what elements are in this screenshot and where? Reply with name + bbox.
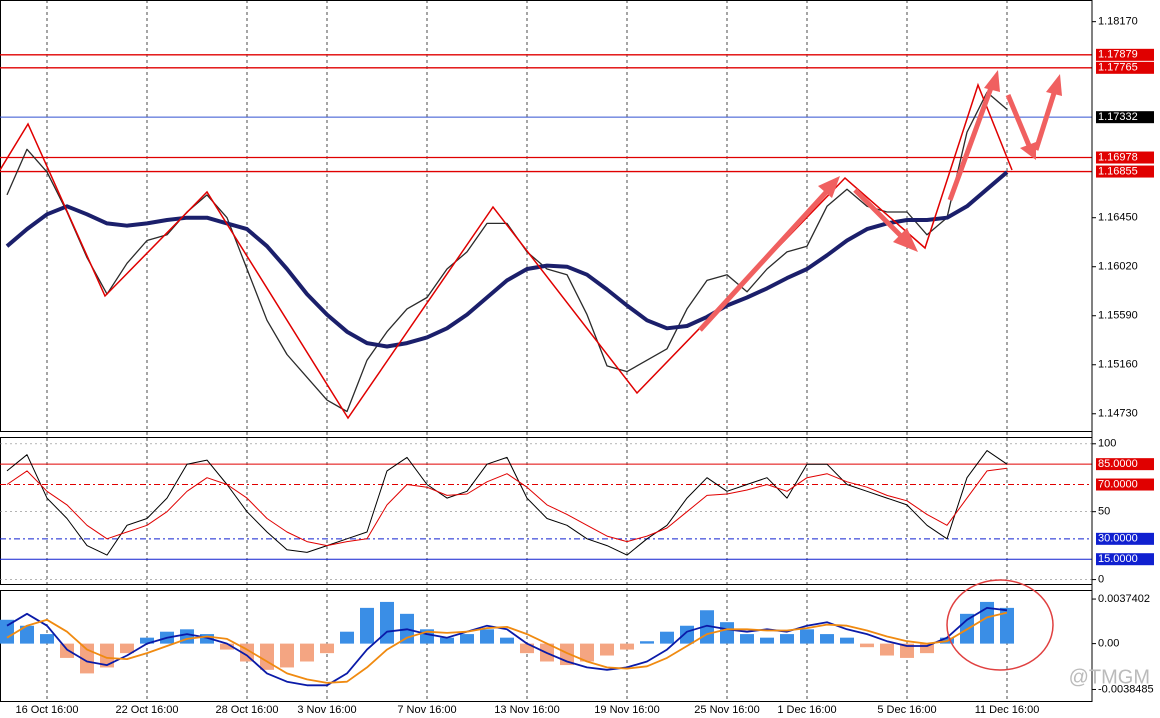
macd-bar — [480, 629, 494, 644]
y-tick-label: -0.0038485 — [1098, 683, 1154, 695]
level-label-box — [1096, 458, 1154, 471]
x-tick-label: 7 Nov 16:00 — [397, 704, 456, 716]
y-tick-label: 1.16450 — [1098, 212, 1138, 224]
macd-bar — [340, 631, 354, 644]
macd-bar — [980, 601, 994, 644]
macd-bar — [380, 601, 394, 644]
level-label: 85.0000 — [1098, 458, 1138, 470]
y-tick-label: 1.15590 — [1098, 310, 1138, 322]
macd-bar — [20, 625, 34, 644]
level-label-box — [1096, 553, 1154, 566]
series-line — [6, 91, 1008, 413]
macd-bar — [320, 643, 334, 654]
macd-bar — [840, 637, 854, 644]
macd-bar — [100, 643, 114, 668]
y-tick-label: 50 — [1098, 506, 1110, 518]
level-label-box — [1096, 111, 1154, 124]
macd-bar — [800, 629, 814, 644]
x-tick-label: 28 Oct 16:00 — [216, 704, 279, 716]
watermark: @TMGM — [1069, 666, 1150, 688]
arrows — [698, 70, 1062, 332]
macd-bar — [680, 625, 694, 644]
y-tick-label: 100 — [1098, 438, 1116, 450]
x-tick-label: 3 Nov 16:00 — [297, 704, 356, 716]
macd-bar — [720, 622, 734, 644]
level-label-box — [1096, 165, 1154, 178]
macd-bar — [880, 643, 894, 656]
x-tick-label: 13 Nov 16:00 — [494, 704, 559, 716]
macd-bar — [40, 634, 54, 644]
x-tick-label: 16 Oct 16:00 — [16, 704, 79, 716]
y-tick-label: 1.15160 — [1098, 359, 1138, 371]
level-label: 30.0000 — [1098, 533, 1138, 545]
macd-bar — [500, 637, 514, 644]
level-label-box — [1096, 61, 1154, 74]
zigzag — [0, 82, 1013, 420]
series-line — [6, 611, 1008, 684]
macd-bar — [120, 643, 134, 654]
y-tick-label: 0 — [1098, 573, 1104, 585]
level-label: 70.0000 — [1098, 478, 1138, 490]
macd-bar — [280, 643, 294, 668]
macd-bar — [140, 637, 154, 644]
macd-bar — [660, 631, 674, 644]
x-tick-label: 22 Oct 16:00 — [116, 704, 179, 716]
macd-bar — [360, 607, 374, 644]
level-label: 15.0000 — [1098, 553, 1138, 565]
level-label-box — [1096, 48, 1154, 61]
level-label: 1.17879 — [1098, 49, 1138, 61]
macd-bar — [900, 643, 914, 658]
macd-bar — [200, 634, 214, 644]
level-label: 1.16978 — [1098, 151, 1138, 163]
level-label-box — [1096, 151, 1154, 164]
level-label: 1.17765 — [1098, 62, 1138, 74]
x-tick-label: 1 Dec 16:00 — [777, 704, 836, 716]
macd-bar — [920, 643, 934, 654]
x-tick-label: 5 Dec 16:00 — [877, 704, 936, 716]
y-tick-label: 1.18170 — [1098, 16, 1138, 28]
level-label: 1.17332 — [1098, 111, 1138, 123]
macd-bar — [220, 643, 234, 650]
macd-bar — [740, 634, 754, 644]
macd-bar — [780, 634, 794, 644]
level-label-box — [1096, 478, 1154, 491]
series-line — [5, 170, 1009, 349]
x-tick-label: 19 Nov 16:00 — [594, 704, 659, 716]
macd-bar — [440, 637, 454, 644]
macd-bar — [600, 643, 614, 656]
y-tick-label: 1.16020 — [1098, 261, 1138, 273]
highlight-circle — [946, 579, 1054, 671]
macd-bar — [760, 637, 774, 644]
macd-bar — [820, 634, 834, 644]
macd-bar — [520, 643, 534, 654]
series-line — [6, 467, 1008, 547]
x-tick-label: 11 Dec 16:00 — [975, 704, 1040, 716]
macd-bar — [580, 643, 594, 662]
macd-bar — [0, 619, 14, 644]
macd-bar — [460, 634, 474, 644]
y-tick-label: 0.00 — [1098, 638, 1119, 650]
y-tick-label: 1.14730 — [1098, 408, 1138, 420]
series-line — [6, 607, 1008, 687]
x-tick-label: 25 Nov 16:00 — [694, 704, 759, 716]
macd-bar — [60, 643, 74, 658]
level-label-box — [1096, 532, 1154, 545]
macd-bar — [300, 643, 314, 662]
macd-bar — [260, 643, 274, 670]
series-line — [6, 450, 1008, 556]
macd-bar — [640, 641, 654, 644]
macd-bar — [620, 643, 634, 650]
y-tick-label: 0.0037402 — [1098, 593, 1150, 605]
macd-bar — [1000, 607, 1014, 644]
level-label: 1.16855 — [1098, 165, 1138, 177]
macd-bar — [860, 643, 874, 648]
